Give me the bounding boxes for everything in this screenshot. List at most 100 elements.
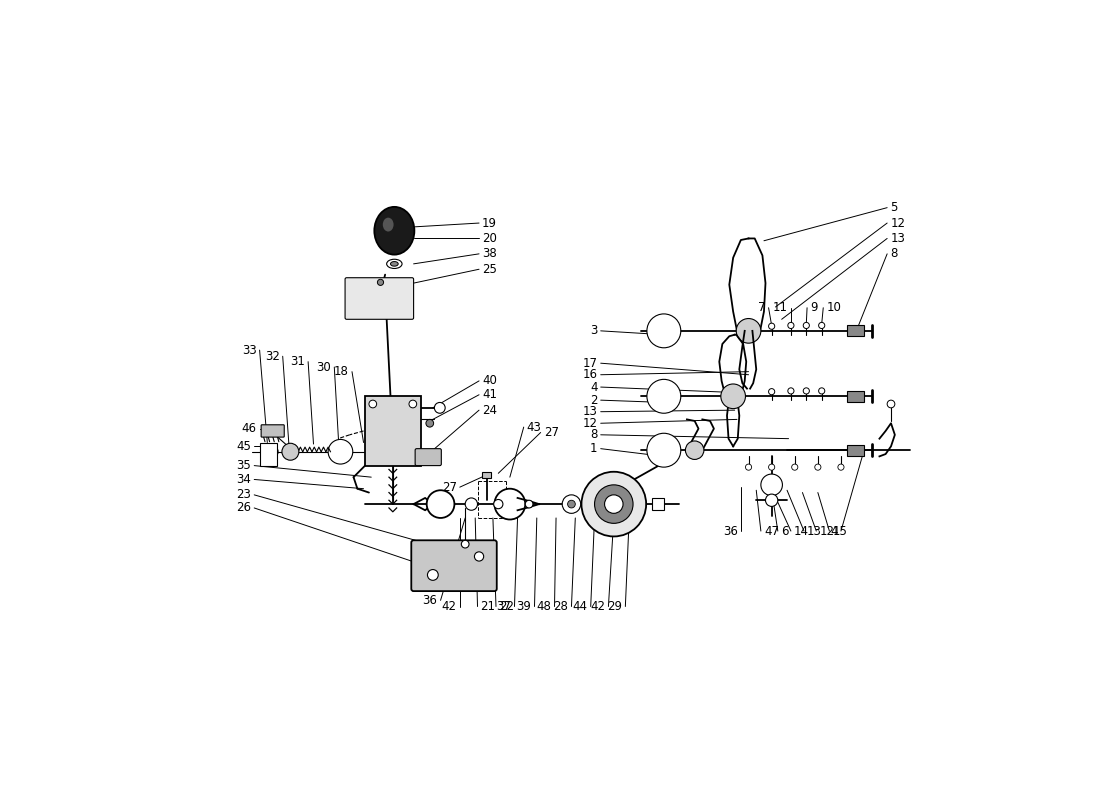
Text: 36: 36	[422, 594, 438, 607]
Text: 39: 39	[517, 600, 531, 613]
Bar	[847, 445, 865, 455]
Circle shape	[434, 402, 446, 414]
Circle shape	[788, 388, 794, 394]
Text: 3ª: 3ª	[659, 396, 669, 405]
Text: 13: 13	[807, 525, 822, 538]
Circle shape	[647, 379, 681, 414]
Circle shape	[594, 485, 634, 523]
Text: 10: 10	[826, 302, 842, 314]
Circle shape	[761, 474, 782, 496]
Text: 43: 43	[527, 421, 541, 434]
Text: 33: 33	[242, 344, 256, 357]
Circle shape	[769, 389, 774, 394]
Text: 25: 25	[482, 262, 497, 276]
Text: 27: 27	[442, 481, 456, 494]
Text: 27: 27	[543, 426, 559, 439]
Bar	[482, 472, 492, 478]
Circle shape	[409, 400, 417, 408]
Circle shape	[815, 464, 821, 470]
Circle shape	[838, 464, 844, 470]
Text: 13: 13	[583, 405, 597, 418]
Circle shape	[746, 464, 751, 470]
Circle shape	[769, 464, 774, 470]
Circle shape	[328, 439, 353, 464]
Text: 20: 20	[482, 232, 497, 245]
Circle shape	[264, 445, 278, 458]
Circle shape	[494, 499, 503, 509]
Text: 37: 37	[496, 600, 512, 613]
Circle shape	[769, 323, 774, 330]
Text: 3: 3	[591, 324, 597, 338]
Text: 8: 8	[890, 247, 898, 260]
Circle shape	[268, 449, 274, 455]
Circle shape	[526, 500, 534, 508]
Text: 42: 42	[442, 600, 456, 613]
Circle shape	[465, 498, 477, 510]
Text: 31: 31	[290, 355, 305, 368]
Circle shape	[818, 322, 825, 329]
Circle shape	[647, 314, 681, 348]
Circle shape	[568, 500, 575, 508]
Text: 7: 7	[758, 302, 766, 314]
Ellipse shape	[383, 218, 394, 231]
Circle shape	[495, 489, 526, 519]
Text: 11: 11	[773, 302, 788, 314]
Text: 17: 17	[583, 357, 597, 370]
Text: 23: 23	[236, 488, 251, 502]
Text: 12: 12	[583, 417, 597, 430]
Circle shape	[428, 570, 438, 580]
Circle shape	[605, 495, 623, 514]
Text: 44: 44	[573, 600, 587, 613]
Circle shape	[685, 441, 704, 459]
Circle shape	[792, 464, 798, 470]
Text: 22: 22	[499, 600, 514, 613]
Circle shape	[647, 434, 681, 467]
FancyBboxPatch shape	[415, 449, 441, 466]
Text: 6: 6	[781, 525, 789, 538]
Circle shape	[736, 318, 761, 343]
Text: 2ª: 2ª	[659, 388, 669, 397]
FancyBboxPatch shape	[411, 540, 497, 591]
Text: 45: 45	[236, 440, 251, 453]
Text: 1: 1	[590, 442, 597, 455]
Circle shape	[720, 384, 746, 409]
Text: 4: 4	[830, 525, 838, 538]
Circle shape	[803, 388, 810, 394]
Text: 4: 4	[590, 381, 597, 394]
Circle shape	[818, 388, 825, 394]
Text: 26: 26	[236, 502, 251, 514]
Text: 1ª: 1ª	[659, 442, 669, 451]
Circle shape	[474, 552, 484, 561]
Text: 36: 36	[723, 525, 738, 538]
Text: 32: 32	[265, 350, 279, 362]
Text: 42: 42	[591, 600, 605, 613]
Text: 9: 9	[810, 302, 817, 314]
Text: 5: 5	[890, 201, 898, 214]
Text: 8: 8	[591, 428, 597, 442]
Text: 34: 34	[236, 473, 251, 486]
Text: 35: 35	[236, 459, 251, 472]
Circle shape	[461, 540, 469, 548]
Text: 21: 21	[481, 600, 496, 613]
Bar	[847, 391, 865, 402]
Text: 14: 14	[794, 525, 808, 538]
Text: 47: 47	[763, 525, 779, 538]
Text: 28: 28	[553, 600, 569, 613]
Text: 41: 41	[482, 388, 497, 402]
Bar	[365, 396, 420, 466]
Text: 38: 38	[482, 247, 497, 260]
Ellipse shape	[374, 207, 415, 254]
Bar	[260, 442, 276, 466]
Text: 16: 16	[583, 368, 597, 382]
Ellipse shape	[390, 262, 398, 266]
Text: 4ª: 4ª	[659, 322, 669, 331]
FancyBboxPatch shape	[345, 278, 414, 319]
Text: 5ª: 5ª	[659, 330, 669, 339]
Circle shape	[766, 494, 778, 506]
Circle shape	[426, 419, 433, 427]
Text: 18: 18	[334, 365, 349, 378]
Circle shape	[427, 490, 454, 518]
Text: 46: 46	[242, 422, 256, 435]
Circle shape	[887, 400, 895, 408]
Circle shape	[377, 279, 384, 286]
